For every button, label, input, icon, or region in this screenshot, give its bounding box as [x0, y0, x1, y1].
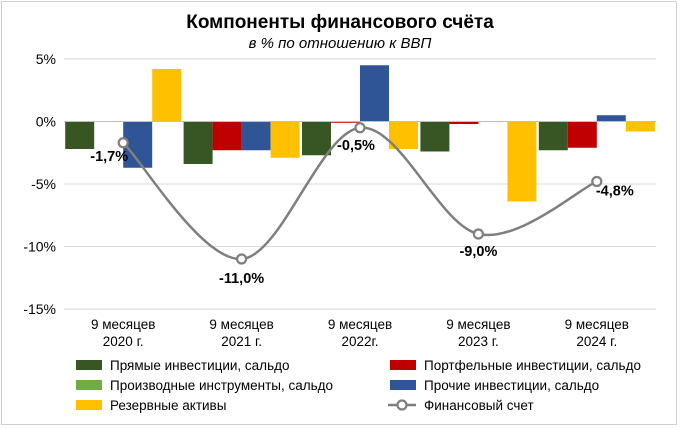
y-tick-label: 0% [36, 114, 56, 130]
chart-title: Компоненты финансового счёта [186, 12, 494, 33]
bar [331, 121, 360, 123]
bar [507, 121, 537, 202]
y-tick-label: 5% [36, 51, 56, 67]
bar [152, 69, 182, 122]
x-axis-ticks: 9 месяцев 2020 г. 9 месяцев 2021 г. 9 месяце… [91, 317, 629, 349]
line-point [591, 175, 603, 188]
line-point [117, 137, 129, 149]
bar [65, 121, 95, 149]
y-axis-ticks: 5% 0% -5% -10% -15% [23, 51, 56, 317]
legend-label: Портфельные инвестиции, сальдо [424, 358, 641, 373]
legend-label: Прямые инвестиции, сальдо [110, 358, 289, 373]
bar [302, 121, 331, 156]
legend-label: Резервные активы [110, 398, 226, 413]
bar [449, 121, 479, 124]
x-tick-label: 2021 г. [221, 334, 262, 349]
legend-swatch [76, 400, 102, 410]
x-tick-label: 2020 г. [103, 334, 144, 349]
legend-swatch [390, 380, 416, 390]
legend-label: Прочие инвестиции, сальдо [424, 378, 599, 393]
legend-swatch [76, 380, 102, 390]
legend-swatch [390, 360, 416, 370]
x-tick-label: 9 месяцев [91, 317, 155, 332]
bar [538, 121, 568, 151]
y-tick-label: -5% [31, 176, 56, 192]
bar [567, 121, 597, 148]
line-data-label: -0,5% [337, 138, 375, 154]
legend-label: Финансовый счет [424, 398, 534, 413]
y-tick-label: -10% [23, 239, 56, 255]
line-point [236, 253, 248, 265]
bar [241, 121, 271, 151]
bar [212, 121, 242, 151]
line-data-label: -11,0% [219, 271, 264, 287]
bar [360, 65, 389, 122]
line-point [472, 228, 484, 240]
bar [183, 121, 213, 164]
x-tick-label: 2022г. [341, 334, 378, 349]
line-point [354, 122, 366, 134]
bar [420, 121, 450, 152]
y-tick-label: -15% [23, 301, 56, 317]
gridlines [64, 58, 656, 310]
x-tick-label: 2023 г. [458, 334, 499, 349]
legend: Прямые инвестиции, сальдо Портфельные инв… [76, 358, 641, 413]
x-tick-label: 9 месяцев [565, 317, 629, 332]
x-tick-label: 9 месяцев [328, 317, 392, 332]
line-data-label: -4,8% [596, 184, 634, 200]
line-data-label: -1,7% [90, 149, 128, 165]
legend-label: Производные инструменты, сальдо [110, 378, 333, 393]
bar [270, 121, 300, 158]
bars [65, 65, 655, 202]
x-tick-label: 2024 г. [576, 334, 617, 349]
legend-swatch [76, 360, 102, 370]
bar [596, 115, 626, 122]
legend-marker [396, 399, 408, 411]
financial-account-line [117, 122, 603, 265]
bar [625, 121, 655, 132]
x-tick-label: 9 месяцев [209, 317, 273, 332]
chart-subtitle: в % по отношению к ВВП [249, 35, 432, 52]
x-tick-label: 9 месяцев [446, 317, 510, 332]
data-labels: -1,7% -11,0% -0,5% -9,0% -4,8% [90, 138, 634, 287]
line-data-label: -9,0% [459, 244, 497, 260]
